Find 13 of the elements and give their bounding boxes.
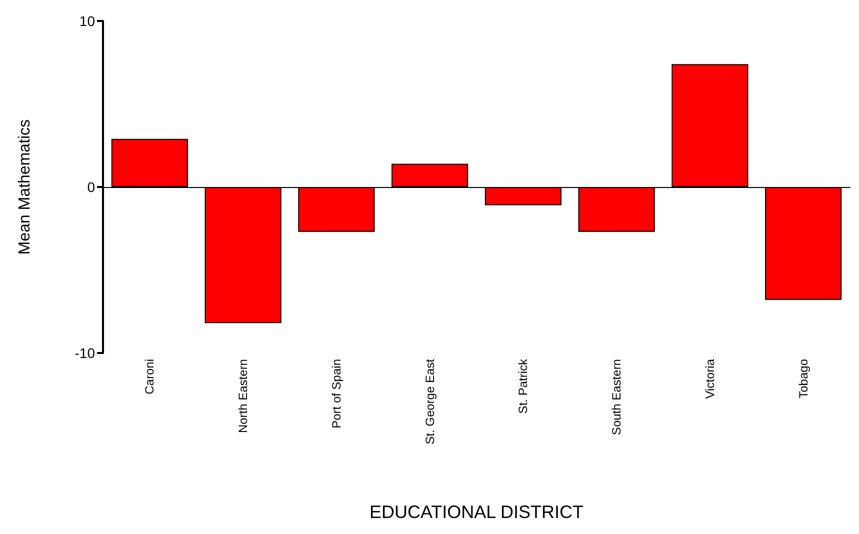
x-tick-label: Port of Spain (329, 359, 344, 428)
x-tick-label: North Eastern (236, 359, 250, 434)
x-tick-label: South Eastern (610, 359, 624, 436)
x-tick-label: Tobago (796, 358, 810, 398)
x-tick-label: St. Patrick (516, 358, 530, 414)
x-tick-label: Caroni (142, 359, 157, 394)
y-tick-label: -10 (74, 345, 96, 361)
y-tick-label: 10 (79, 13, 96, 29)
x-axis-title: EDUCATIONAL DISTRICT (369, 502, 584, 522)
x-tick-label: Victoria (702, 358, 717, 399)
x-tick-label: St. George East (422, 358, 437, 444)
y-axis-title: Mean Mathematics (16, 119, 34, 255)
y-tick-label: 0 (87, 179, 96, 195)
